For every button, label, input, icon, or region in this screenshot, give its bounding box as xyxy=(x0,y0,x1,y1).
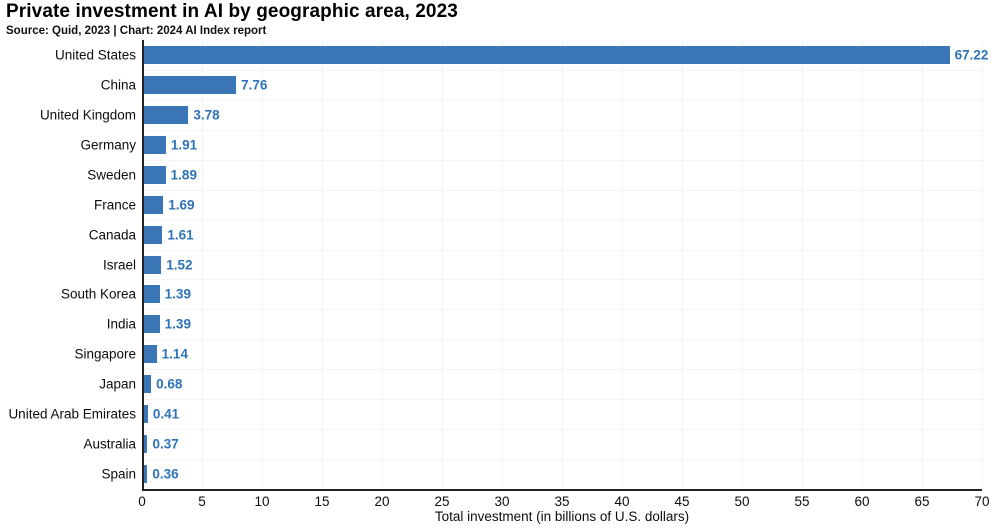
bar xyxy=(143,375,152,394)
x-axis-title: Total investment (in billions of U.S. do… xyxy=(434,509,690,524)
x-tick-label: 35 xyxy=(554,494,570,509)
bar-value-label: 1.89 xyxy=(170,167,197,183)
x-tick-label: 65 xyxy=(914,494,930,509)
vertical-gridline xyxy=(562,40,563,489)
bar xyxy=(143,285,160,304)
x-tick-label: 20 xyxy=(374,494,390,509)
category-label: Germany xyxy=(80,137,136,153)
bar xyxy=(143,165,166,184)
vertical-gridline xyxy=(622,40,623,489)
horizontal-gridline xyxy=(144,189,982,191)
x-tick-label: 55 xyxy=(794,494,810,509)
x-axis-line xyxy=(142,489,982,491)
vertical-gridline xyxy=(862,40,863,489)
x-tick-label: 60 xyxy=(854,494,870,509)
bar-value-label: 1.91 xyxy=(170,137,198,153)
category-label: China xyxy=(100,77,136,93)
category-label: South Korea xyxy=(60,286,136,302)
vertical-gridline xyxy=(262,40,263,489)
bar-value-label: 1.69 xyxy=(168,197,195,213)
bar xyxy=(143,195,164,214)
bar xyxy=(143,75,237,94)
horizontal-gridline xyxy=(144,219,982,221)
bar xyxy=(143,465,148,484)
bar-value-label: 7.76 xyxy=(241,77,268,93)
x-tick-label: 70 xyxy=(974,494,990,509)
bar-value-label: 0.41 xyxy=(152,406,180,422)
bar-value-label: 0.36 xyxy=(152,466,179,482)
vertical-gridline xyxy=(382,40,383,489)
horizontal-gridline xyxy=(144,129,982,131)
bar xyxy=(143,255,162,274)
vertical-gridline xyxy=(322,40,323,489)
chart-title: Private investment in AI by geographic a… xyxy=(6,1,458,22)
horizontal-gridline xyxy=(144,459,982,461)
bar-value-label: 0.37 xyxy=(152,436,179,452)
category-label: France xyxy=(93,197,136,213)
horizontal-gridline xyxy=(144,69,982,71)
x-tick-label: 0 xyxy=(138,494,146,509)
vertical-gridline xyxy=(922,40,923,489)
bar-value-label: 3.78 xyxy=(193,107,220,123)
x-tick-label: 50 xyxy=(734,494,750,509)
bar xyxy=(143,105,189,124)
vertical-gridline xyxy=(442,40,443,489)
category-label: Singapore xyxy=(74,346,136,362)
bar xyxy=(143,345,157,364)
horizontal-gridline xyxy=(144,399,982,401)
bar-value-label: 67.22 xyxy=(954,47,989,63)
horizontal-gridline xyxy=(144,249,982,251)
bar xyxy=(143,435,148,454)
bar-value-label: 1.52 xyxy=(166,257,193,272)
category-label: Australia xyxy=(83,436,136,452)
vertical-gridline xyxy=(802,40,803,489)
bar-value-label: 1.61 xyxy=(167,227,194,243)
x-tick-label: 25 xyxy=(434,494,450,509)
horizontal-gridline xyxy=(144,339,982,341)
bar xyxy=(143,135,166,154)
category-label: Canada xyxy=(88,227,136,243)
category-label: Israel xyxy=(102,257,136,272)
chart-source-caption: Source: Quid, 2023 | Chart: 2024 AI Inde… xyxy=(6,25,267,37)
bar xyxy=(143,315,160,334)
bar-value-label: 1.14 xyxy=(161,346,188,362)
x-tick-label: 5 xyxy=(198,494,206,509)
category-label: United States xyxy=(54,47,136,63)
horizontal-gridline xyxy=(144,309,982,311)
horizontal-gridline xyxy=(144,99,982,101)
vertical-gridline xyxy=(742,40,743,489)
horizontal-gridline xyxy=(144,429,982,431)
category-label: Japan xyxy=(99,376,136,392)
bar-value-label: 1.39 xyxy=(164,286,191,302)
vertical-gridline xyxy=(202,40,203,489)
x-tick-label: 15 xyxy=(314,494,330,509)
category-label: United Arab Emirates xyxy=(8,406,136,422)
category-label: Spain xyxy=(101,466,136,482)
vertical-gridline xyxy=(982,40,983,489)
category-label: United Kingdom xyxy=(39,107,136,123)
x-tick-label: 10 xyxy=(254,494,270,509)
bar xyxy=(143,45,950,64)
bar-value-label: 1.39 xyxy=(164,316,191,332)
vertical-gridline xyxy=(682,40,683,489)
horizontal-gridline xyxy=(144,279,982,281)
x-tick-label: 45 xyxy=(674,494,690,509)
bar-value-label: 0.68 xyxy=(156,376,183,392)
vertical-gridline xyxy=(502,40,503,489)
bar xyxy=(143,405,148,424)
horizontal-gridline xyxy=(144,369,982,371)
category-label: Sweden xyxy=(87,167,136,183)
horizontal-gridline xyxy=(144,159,982,161)
bar xyxy=(143,225,163,244)
category-label: India xyxy=(106,316,136,332)
x-tick-label: 40 xyxy=(614,494,630,509)
y-axis-line xyxy=(142,40,144,491)
x-tick-label: 30 xyxy=(494,494,510,509)
